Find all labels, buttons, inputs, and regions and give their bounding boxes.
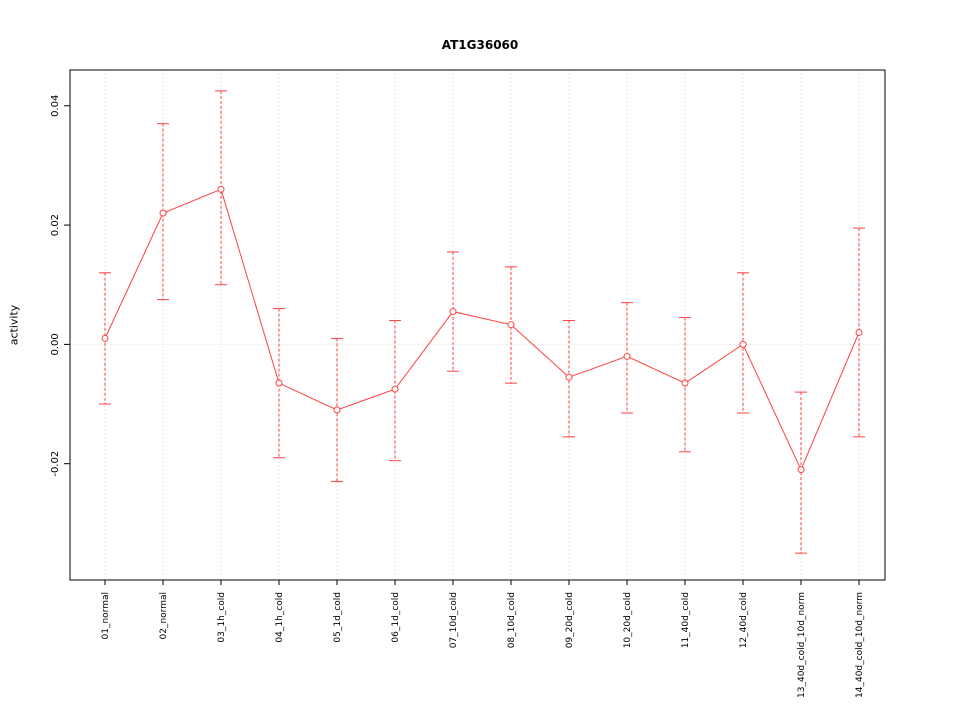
x-tick-label: 14_40d_cold_10d_norm xyxy=(855,592,865,698)
data-point xyxy=(159,209,167,217)
x-tick-label: 13_40d_cold_10d_norm xyxy=(797,592,807,698)
data-point xyxy=(217,185,225,193)
data-point xyxy=(275,379,283,387)
x-tick-label: 05_1d_cold xyxy=(333,592,343,643)
x-tick-label: 11_40d_cold xyxy=(681,592,691,648)
data-point xyxy=(797,466,805,474)
data-point xyxy=(565,373,573,381)
y-tick-label: 0.00 xyxy=(50,333,61,355)
x-tick-label: 04_1h_cold xyxy=(275,592,285,643)
plot-border xyxy=(69,69,886,581)
chart-title: AT1G36060 xyxy=(441,38,519,52)
x-tick-label: 12_40d_cold xyxy=(739,592,749,648)
x-tick-label: 07_10d_cold xyxy=(449,592,459,648)
data-point xyxy=(101,334,109,342)
y-tick-label: 0.04 xyxy=(50,95,61,117)
x-tick-label: 08_10d_cold xyxy=(507,592,517,648)
x-tick-label: 01_normal xyxy=(101,592,111,640)
x-tick-label: 06_1d_cold xyxy=(391,592,401,643)
x-tick-label: 10_20d_cold xyxy=(623,592,633,648)
data-point xyxy=(507,321,515,329)
data-point xyxy=(391,385,399,393)
x-tick-label: 09_20d_cold xyxy=(565,592,575,648)
x-tick-label: 03_1h_cold xyxy=(217,592,227,643)
series-line xyxy=(104,188,860,471)
x-tick-label: 02_normal xyxy=(159,592,169,640)
y-tick-label: -0.02 xyxy=(50,451,61,477)
data-point xyxy=(623,352,631,360)
data-point xyxy=(739,340,747,348)
data-point xyxy=(449,308,457,316)
data-point xyxy=(855,328,863,336)
data-point xyxy=(681,379,689,387)
y-tick-label: 0.02 xyxy=(50,214,61,236)
data-point xyxy=(333,406,341,414)
